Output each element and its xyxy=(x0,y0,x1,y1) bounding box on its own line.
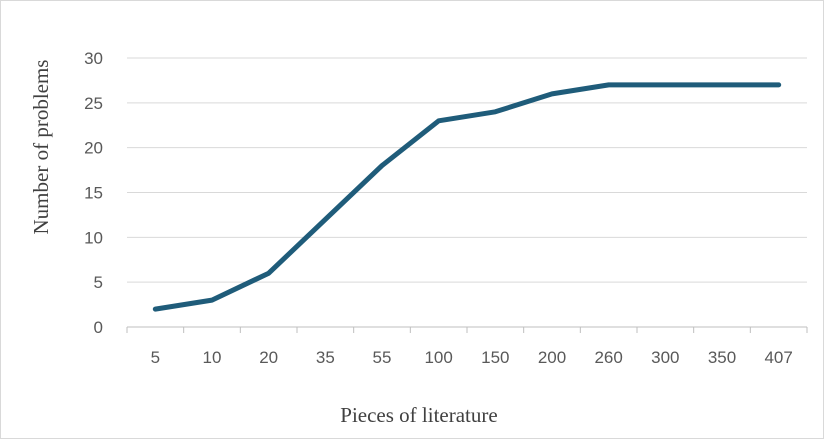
x-tick-label: 100 xyxy=(424,348,452,367)
x-tick-label: 35 xyxy=(316,348,335,367)
x-tick-label: 10 xyxy=(203,348,222,367)
y-tick-label: 5 xyxy=(94,273,103,292)
x-tick-label: 350 xyxy=(708,348,736,367)
x-tick-label: 200 xyxy=(538,348,566,367)
x-tick-labels: 5 10 20 35 55 100 150 200 260 300 350 407 xyxy=(151,348,793,367)
gridlines xyxy=(127,57,807,283)
x-tick-label: 407 xyxy=(764,348,792,367)
series-group xyxy=(152,82,782,312)
x-tick-label: 260 xyxy=(594,348,622,367)
y-tick-label: 15 xyxy=(84,184,103,203)
y-tick-label: 0 xyxy=(94,318,103,337)
y-tick-label: 30 xyxy=(84,49,103,68)
x-tick-label: 55 xyxy=(373,348,392,367)
x-axis-title: Pieces of literature xyxy=(340,403,497,427)
x-tick-label: 5 xyxy=(151,348,160,367)
y-tick-label: 10 xyxy=(84,228,103,247)
x-tick-label: 150 xyxy=(481,348,509,367)
series-line xyxy=(152,82,782,312)
x-tick-label: 20 xyxy=(259,348,278,367)
y-axis-title: Number of problems xyxy=(29,60,53,235)
x-tick-label: 300 xyxy=(651,348,679,367)
x-axis xyxy=(126,326,808,333)
y-tick-label: 20 xyxy=(84,139,103,158)
y-tick-label: 25 xyxy=(84,94,103,113)
y-tick-labels: 0 5 10 15 20 25 30 xyxy=(84,49,103,337)
